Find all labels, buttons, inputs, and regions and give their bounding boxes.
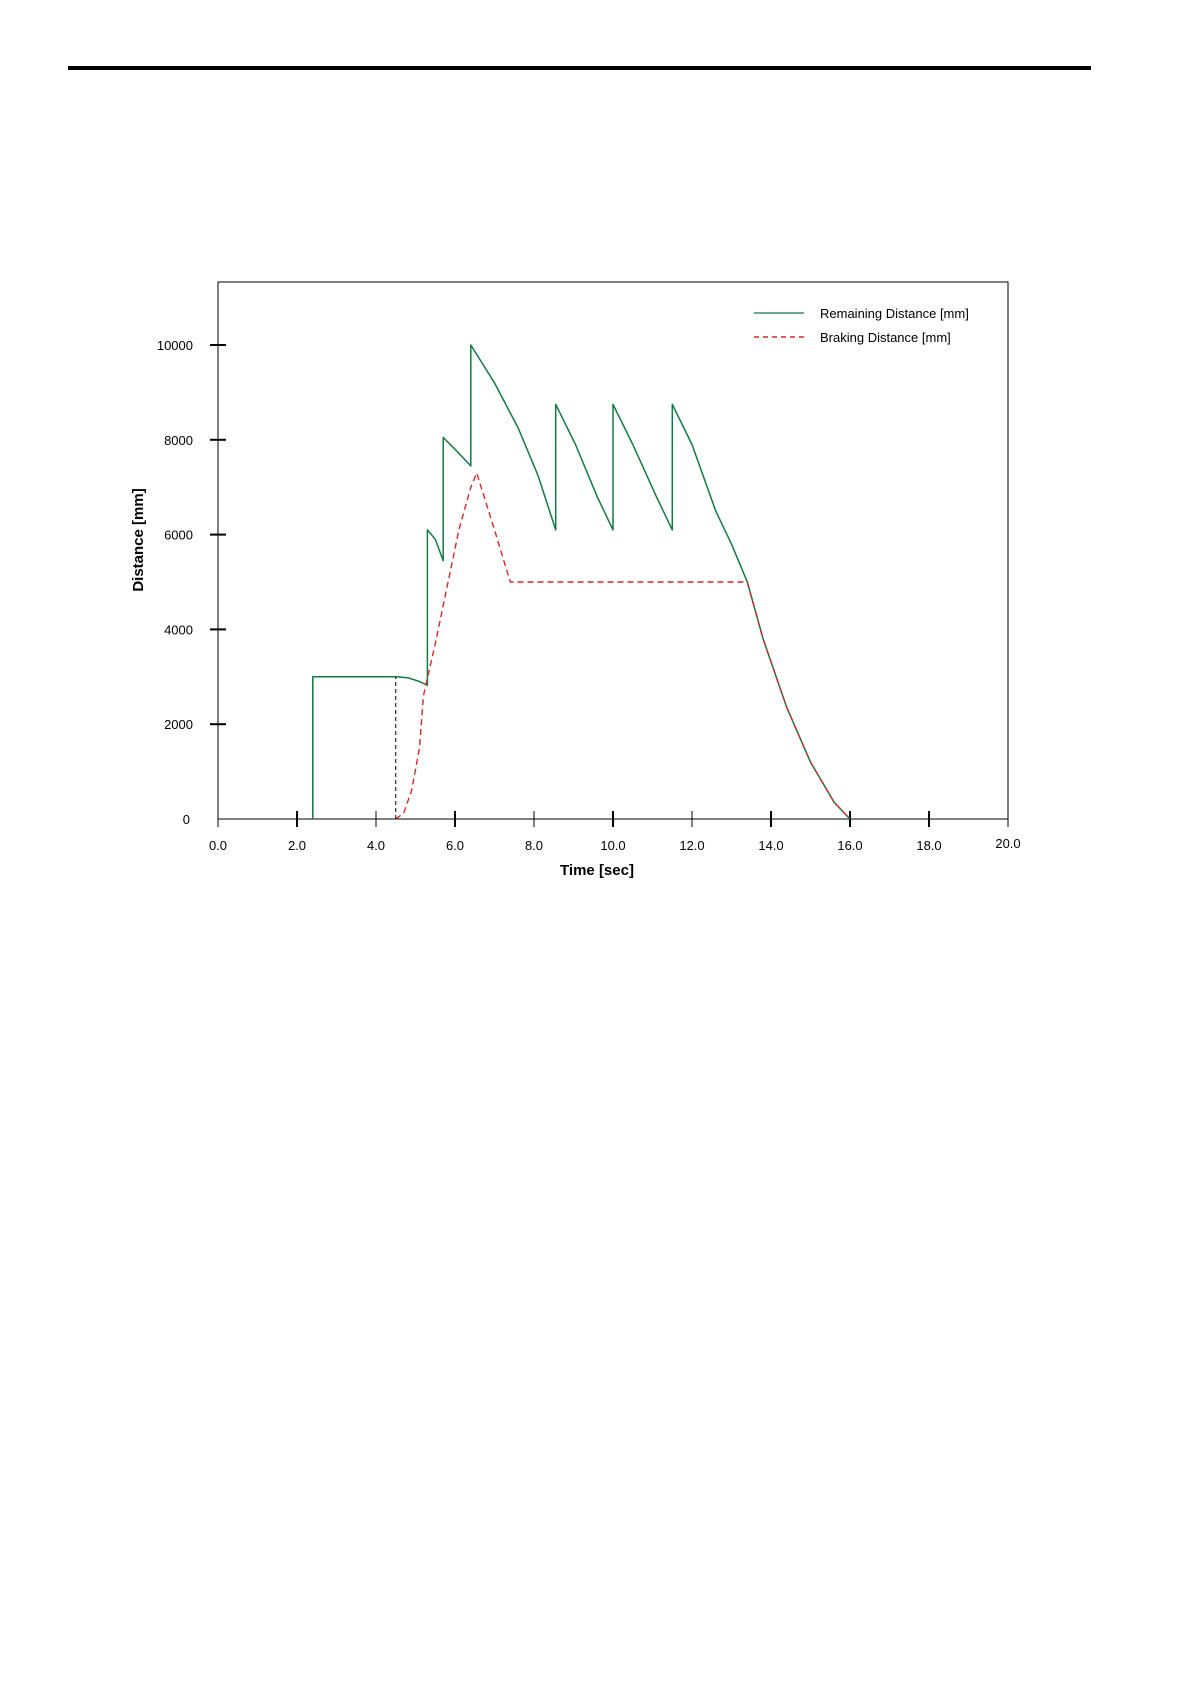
x-tick-label: 10.0 <box>600 838 625 853</box>
y-tick-label: 0 <box>183 812 190 827</box>
x-axis-title: Time [sec] <box>560 862 634 879</box>
x-tick-label: 2.0 <box>288 838 306 853</box>
y-tick-label: 8000 <box>164 433 193 448</box>
x-tick-label: 20.0 <box>995 836 1020 851</box>
x-tick-label: 16.0 <box>837 838 862 853</box>
top-rule <box>68 66 1091 70</box>
legend-label-braking: Braking Distance [mm] <box>820 330 951 345</box>
series-layer <box>312 344 851 820</box>
series-braking-distance-line <box>395 472 851 820</box>
y-tick-label: 4000 <box>164 622 193 637</box>
x-tick-label: 6.0 <box>446 838 464 853</box>
x-tick-label: 18.0 <box>916 838 941 853</box>
y-axis-title: Distance [mm] <box>130 488 147 591</box>
distance-time-chart: 0.0 2.0 4.0 6.0 8.0 10.0 12.0 14.0 16.0 18.0 20.0 … <box>130 281 1021 879</box>
legend: Remaining Distance [mm] Braking Distance… <box>754 306 969 345</box>
x-tick-label: 8.0 <box>525 838 543 853</box>
y-tick-label: 6000 <box>164 528 193 543</box>
y-axis-ticks: 0 2000 4000 6000 8000 10000 <box>157 338 226 827</box>
x-tick-label: 4.0 <box>367 838 385 853</box>
legend-label-remaining: Remaining Distance [mm] <box>820 306 969 321</box>
x-tick-label: 12.0 <box>679 838 704 853</box>
plot-frame <box>217 281 1009 820</box>
x-tick-label: 14.0 <box>758 838 783 853</box>
x-tick-label: 0.0 <box>209 838 227 853</box>
y-tick-label: 2000 <box>164 717 193 732</box>
x-axis-ticks: 0.0 2.0 4.0 6.0 8.0 10.0 12.0 14.0 16.0 18.0 20.0 <box>209 811 1021 853</box>
series-remaining-distance-line <box>312 344 851 820</box>
y-tick-label: 10000 <box>157 338 193 353</box>
